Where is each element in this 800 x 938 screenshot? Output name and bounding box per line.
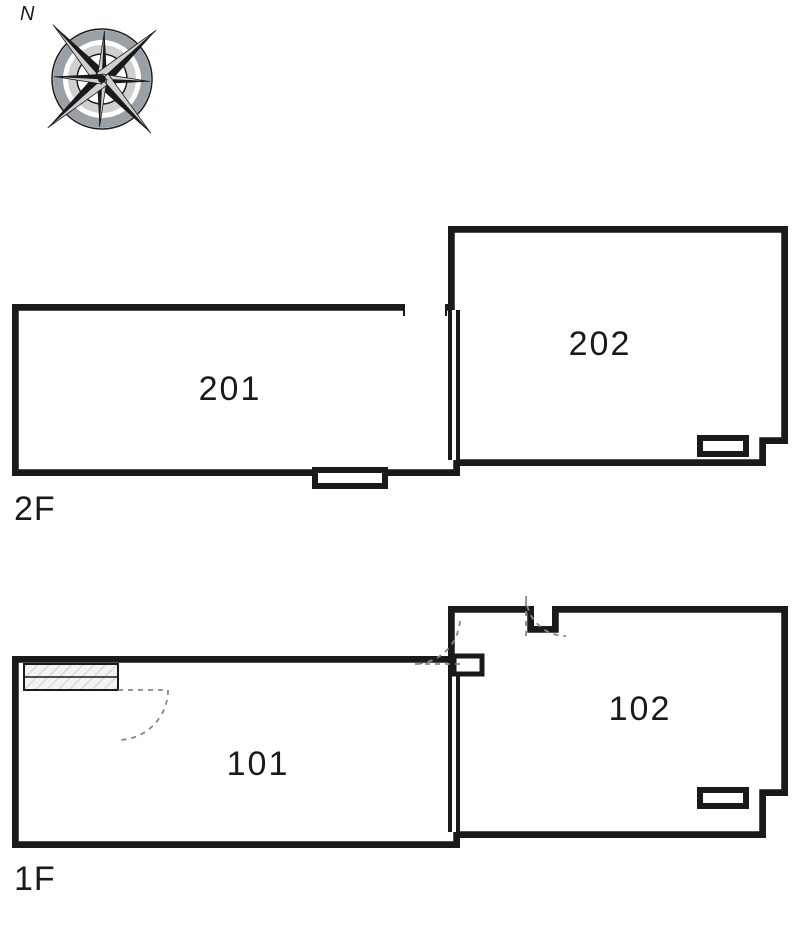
room-label-102: 102 bbox=[609, 690, 672, 728]
room-label-101: 101 bbox=[227, 745, 290, 783]
room-label-201: 201 bbox=[199, 370, 262, 408]
wall-break bbox=[404, 303, 446, 317]
compass-n-label: N bbox=[20, 3, 35, 25]
wall-stub bbox=[454, 656, 482, 674]
room-label-202: 202 bbox=[569, 325, 632, 363]
floor-label-1F: 1F bbox=[14, 860, 56, 898]
floor-label-2F: 2F bbox=[14, 490, 56, 528]
